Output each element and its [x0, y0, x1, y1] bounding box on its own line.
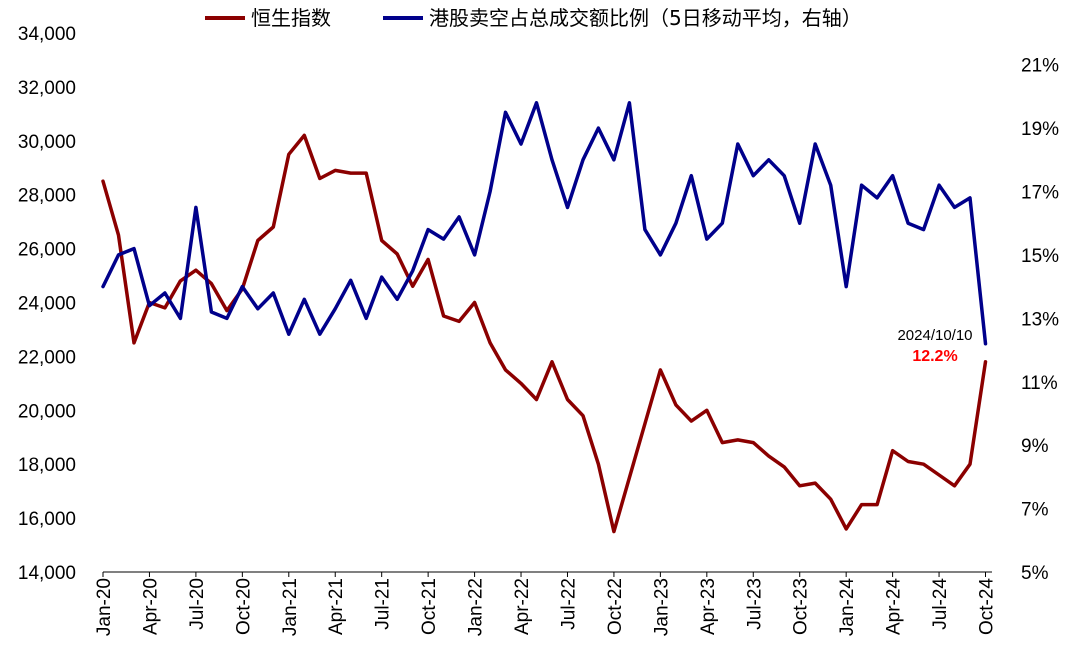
- x-tick-label: Jul-22: [558, 578, 579, 630]
- y-right-tick-label: 19%: [1021, 119, 1059, 140]
- y-right-tick-label: 17%: [1021, 183, 1059, 204]
- x-tick-label: Jan-22: [466, 578, 487, 636]
- y-left-tick-label: 30,000: [18, 132, 76, 153]
- y-left-tick-label: 26,000: [18, 240, 76, 261]
- x-tick-label: Apr-24: [884, 578, 905, 635]
- y-left-tick-label: 28,000: [18, 186, 76, 207]
- y-right-tick-label: 21%: [1021, 56, 1059, 77]
- y-left-tick-label: 14,000: [18, 563, 76, 584]
- x-tick-label: Apr-20: [140, 578, 161, 635]
- x-tick-label: Jul-24: [930, 578, 951, 630]
- x-tick-label: Oct-22: [605, 578, 626, 635]
- y-left-tick-label: 34,000: [18, 24, 76, 45]
- legend: 恒生指数 港股卖空占总成交额比例（5日移动平均，右轴）: [205, 6, 862, 30]
- y-right-tick-label: 9%: [1021, 436, 1049, 457]
- y-right-tick-label: 15%: [1021, 246, 1059, 267]
- annotation: 2024/10/10 12.2%: [897, 327, 972, 365]
- y-left-tick-label: 32,000: [18, 78, 76, 99]
- x-tick-label: Jul-21: [373, 578, 394, 630]
- y-right-tick-label: 13%: [1021, 309, 1059, 330]
- y-right-tick-label: 5%: [1021, 563, 1049, 584]
- x-tick-label: Jan-24: [837, 578, 858, 637]
- x-tick-label: Apr-22: [512, 578, 533, 635]
- x-tick-label: Oct-24: [977, 578, 998, 635]
- x-tick-label: Jul-23: [744, 578, 765, 630]
- y-right-tick-label: 11%: [1021, 373, 1058, 394]
- y-right-tick-label: 7%: [1021, 500, 1049, 521]
- x-tick-label: Apr-23: [698, 578, 719, 635]
- x-tick-label: Oct-23: [791, 578, 812, 635]
- legend-label-short-ratio: 港股卖空占总成交额比例（5日移动平均，右轴）: [429, 6, 862, 30]
- y-left-tick-label: 16,000: [18, 509, 76, 530]
- hsi-line: [101, 133, 988, 534]
- y-left-tick-label: 22,000: [18, 347, 76, 368]
- legend-label-hsi: 恒生指数: [251, 6, 331, 30]
- short-ratio-line: [101, 101, 988, 346]
- x-tick-label: Oct-20: [233, 578, 254, 635]
- x-tick-label: Jan-23: [651, 578, 672, 636]
- x-tick-label: Oct-21: [419, 578, 440, 635]
- axes: Jan-20 Apr-20 Jul-20 Oct-20 Jan-21 Apr-21 Jul-…: [18, 24, 1059, 636]
- y-left-tick-label: 18,000: [18, 455, 76, 476]
- annotation-date: 2024/10/10: [897, 327, 972, 344]
- x-tick-label: Jul-20: [187, 578, 208, 630]
- series: [101, 101, 988, 534]
- y-left-tick-label: 20,000: [18, 401, 76, 422]
- x-tick-label: Jan-20: [94, 578, 115, 636]
- annotation-value: 12.2%: [912, 348, 957, 365]
- x-tick-label: Apr-21: [326, 578, 347, 635]
- x-tick-label: Jan-21: [280, 578, 301, 636]
- y-left-tick-label: 24,000: [18, 294, 76, 315]
